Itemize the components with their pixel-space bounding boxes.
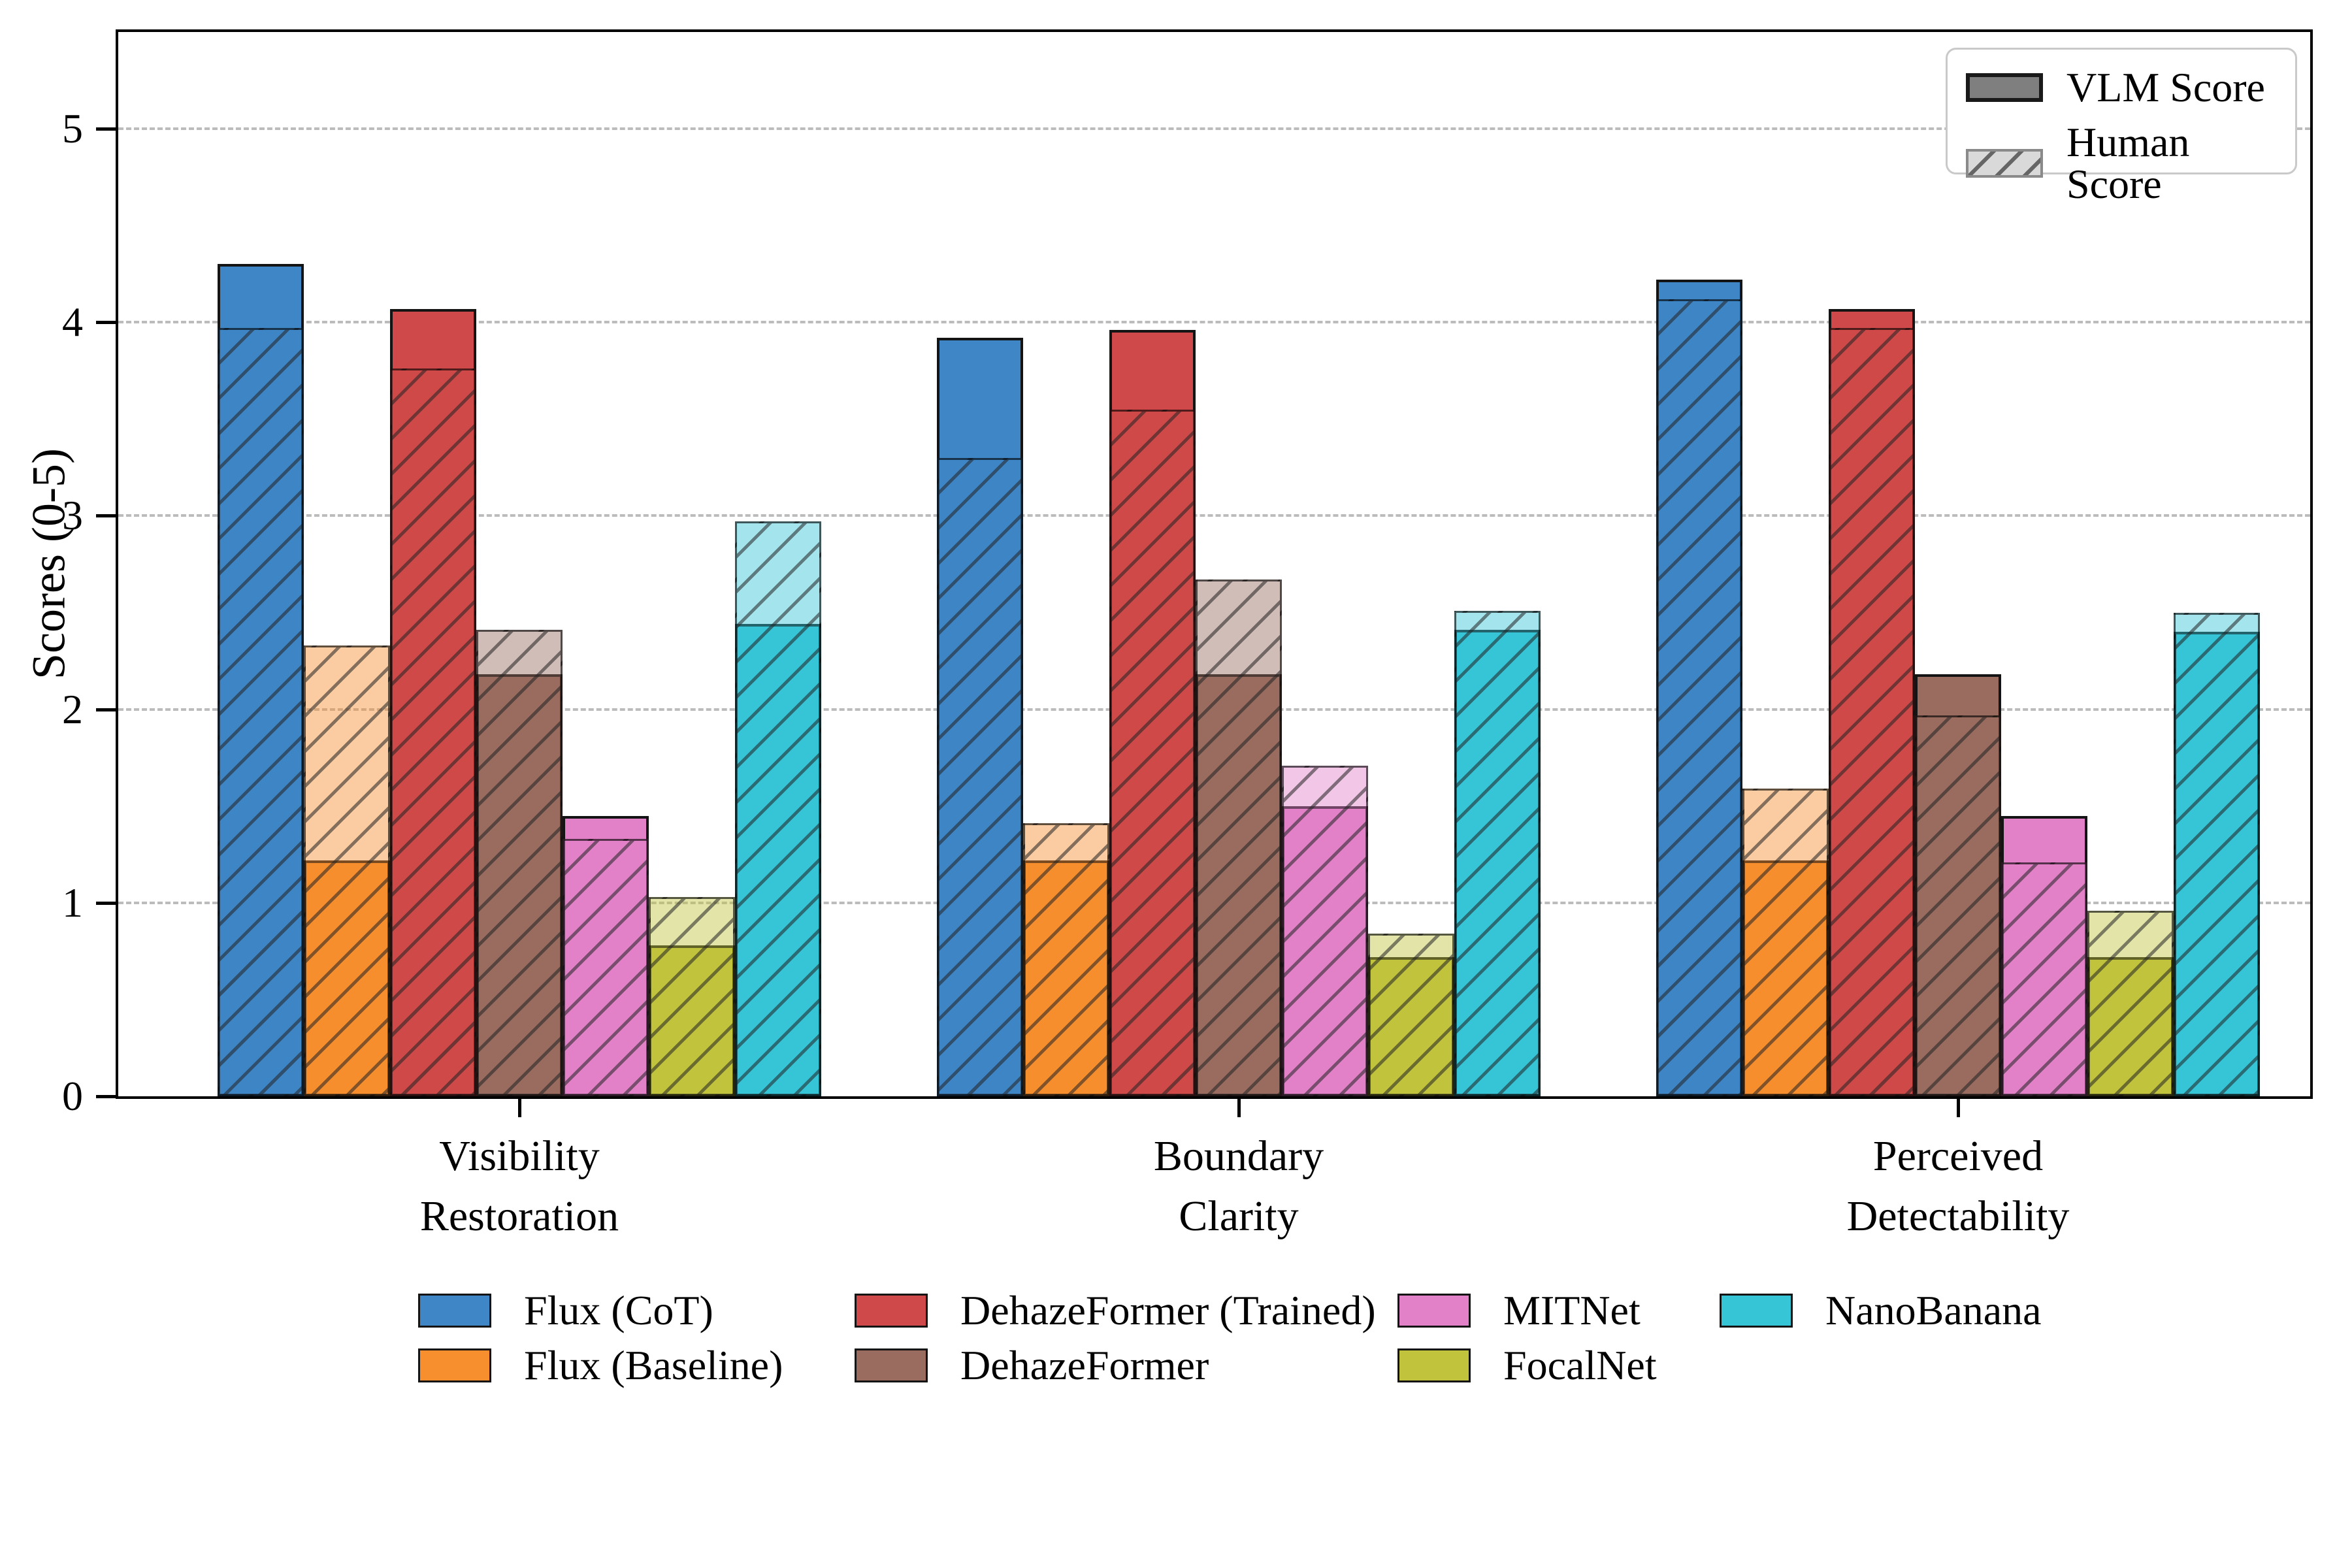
human-bar bbox=[218, 328, 304, 1096]
y-tick-mark bbox=[96, 127, 116, 131]
y-tick-mark bbox=[96, 514, 116, 518]
gridline-y3 bbox=[118, 514, 2310, 517]
human-bar bbox=[2087, 911, 2174, 1096]
gridline-y5 bbox=[118, 127, 2310, 131]
human-bar bbox=[1742, 789, 1829, 1096]
y-tick-mark bbox=[96, 321, 116, 325]
method-legend-item: DehazeFormer (Trained) bbox=[855, 1290, 1376, 1331]
method-color-swatch bbox=[418, 1294, 491, 1328]
y-axis-title: Scores (0-5) bbox=[22, 448, 75, 679]
gridline-y4 bbox=[118, 321, 2310, 324]
method-legend-item: Flux (Baseline) bbox=[418, 1345, 783, 1386]
category-label: Boundary Clarity bbox=[945, 1126, 1533, 1247]
method-legend-item: NanoBanana bbox=[1720, 1290, 2042, 1331]
human-bar bbox=[563, 839, 649, 1096]
human-bar bbox=[2174, 613, 2260, 1096]
human-bar bbox=[735, 521, 821, 1096]
human-bar bbox=[649, 897, 735, 1096]
category-label-line: Boundary bbox=[1153, 1132, 1324, 1180]
x-tick-mark bbox=[1957, 1099, 1960, 1117]
category-label-line: Detectability bbox=[1846, 1192, 2070, 1240]
method-color-swatch bbox=[1720, 1294, 1793, 1328]
human-bar bbox=[1454, 611, 1541, 1096]
method-name-label: Flux (Baseline) bbox=[524, 1342, 783, 1388]
y-tick-label: 3 bbox=[62, 492, 83, 539]
category-label-line: Restoration bbox=[419, 1192, 619, 1240]
human-score-label: Human Score bbox=[2066, 119, 2190, 207]
method-name-label: DehazeFormer (Trained) bbox=[960, 1287, 1376, 1333]
y-tick-label: 4 bbox=[62, 299, 83, 346]
human-bar bbox=[2001, 862, 2087, 1096]
x-tick-mark bbox=[518, 1099, 521, 1117]
human-bar bbox=[476, 630, 563, 1096]
human-bar bbox=[1023, 823, 1109, 1096]
method-color-swatch bbox=[855, 1294, 928, 1328]
legend-row-vlm: VLM Score bbox=[1966, 67, 2265, 108]
method-color-swatch bbox=[855, 1348, 928, 1382]
method-legend-item: DehazeFormer bbox=[855, 1345, 1209, 1386]
plot-area: VLM Score Human Score bbox=[116, 29, 2313, 1099]
method-name-label: DehazeFormer bbox=[960, 1342, 1209, 1388]
method-legend-item: FocalNet bbox=[1397, 1345, 1657, 1386]
method-legend-item: MITNet bbox=[1397, 1290, 1641, 1331]
human-score-swatch bbox=[1966, 149, 2043, 178]
method-name-label: NanoBanana bbox=[1825, 1287, 2042, 1333]
human-bar bbox=[1368, 934, 1454, 1096]
vlm-score-swatch bbox=[1966, 73, 2043, 102]
method-color-swatch bbox=[1397, 1294, 1471, 1328]
category-label: Visibility Restoration bbox=[225, 1126, 813, 1247]
method-name-label: MITNet bbox=[1503, 1287, 1641, 1333]
category-label-line: Visibility bbox=[439, 1132, 600, 1180]
y-tick-label: 1 bbox=[62, 879, 83, 926]
y-tick-mark bbox=[96, 708, 116, 711]
vlm-score-label: VLM Score bbox=[2066, 64, 2265, 110]
y-tick-mark bbox=[96, 1095, 116, 1098]
category-label: Perceived Detectability bbox=[1664, 1126, 2252, 1247]
method-name-label: FocalNet bbox=[1503, 1342, 1657, 1388]
method-color-swatch bbox=[1397, 1348, 1471, 1382]
y-tick-mark bbox=[96, 901, 116, 905]
y-tick-label: 0 bbox=[62, 1073, 83, 1119]
x-tick-mark bbox=[1237, 1099, 1241, 1117]
method-legend-item: Flux (CoT) bbox=[418, 1290, 713, 1331]
score-type-legend: VLM Score Human Score bbox=[1946, 48, 2297, 205]
y-tick-label: 5 bbox=[62, 105, 83, 152]
category-label-line: Perceived bbox=[1872, 1132, 2044, 1180]
human-bar bbox=[390, 368, 476, 1096]
human-bar bbox=[1915, 715, 2001, 1096]
y-tick-label: 2 bbox=[62, 685, 83, 732]
legend-row-human: Human Score bbox=[1966, 122, 2295, 205]
method-name-label: Flux (CoT) bbox=[524, 1287, 713, 1333]
human-bar bbox=[304, 645, 390, 1096]
human-bar bbox=[1656, 299, 1742, 1096]
human-bar bbox=[1829, 328, 1915, 1096]
human-bar bbox=[1196, 580, 1282, 1096]
human-bar bbox=[1282, 766, 1368, 1096]
human-bar bbox=[937, 458, 1023, 1096]
category-label-line: Clarity bbox=[1179, 1192, 1299, 1240]
method-color-swatch bbox=[418, 1348, 491, 1382]
human-bar bbox=[1109, 410, 1196, 1096]
